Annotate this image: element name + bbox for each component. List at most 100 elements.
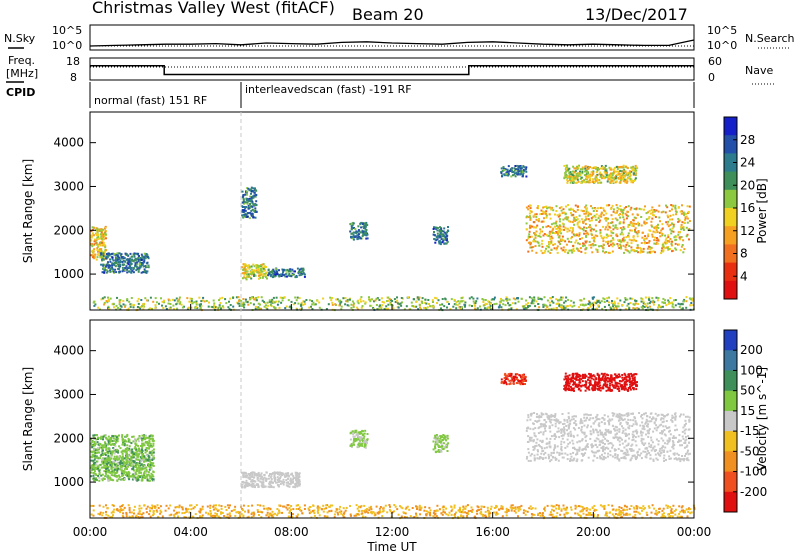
echo-cell bbox=[105, 249, 107, 251]
echo-cell bbox=[605, 165, 607, 167]
echo-cell bbox=[533, 221, 535, 223]
echo-cell bbox=[132, 468, 134, 470]
echo-cell bbox=[591, 217, 593, 219]
echo-cell bbox=[465, 506, 467, 508]
echo-cell bbox=[620, 177, 622, 179]
echo-cell bbox=[607, 241, 609, 243]
echo-cell bbox=[558, 236, 560, 238]
echo-cell bbox=[261, 296, 263, 298]
echo-cell bbox=[104, 246, 106, 248]
echo-cell bbox=[631, 298, 633, 300]
echo-cell bbox=[559, 224, 561, 226]
echo-cell bbox=[572, 171, 574, 173]
echo-cell bbox=[639, 252, 641, 254]
echo-cell bbox=[570, 171, 572, 173]
echo-cell bbox=[383, 507, 385, 509]
echo-cell bbox=[274, 272, 276, 274]
freq-tick-high: 18 bbox=[66, 55, 80, 68]
echo-cell bbox=[273, 297, 275, 299]
echo-cell bbox=[125, 253, 127, 255]
echo-cell bbox=[627, 250, 629, 252]
echo-cell bbox=[108, 457, 110, 459]
echo-cell bbox=[646, 238, 648, 240]
echo-cell bbox=[630, 207, 632, 209]
echo-cell bbox=[622, 239, 624, 241]
echo-cell bbox=[269, 486, 271, 488]
echo-cell bbox=[596, 219, 598, 221]
echo-cell bbox=[572, 228, 574, 230]
echo-cell bbox=[667, 221, 669, 223]
echo-cell bbox=[485, 299, 487, 301]
echo-cell bbox=[230, 304, 232, 306]
echo-cell bbox=[119, 476, 121, 478]
echo-cell bbox=[263, 474, 265, 476]
echo-cell bbox=[258, 514, 260, 516]
echo-cell bbox=[464, 302, 466, 304]
echo-cell bbox=[640, 297, 642, 299]
echo-cell bbox=[665, 505, 667, 507]
echo-cell bbox=[204, 300, 206, 302]
echo-cell bbox=[629, 174, 631, 176]
echo-cell bbox=[427, 299, 429, 301]
echo-cell bbox=[268, 269, 270, 271]
echo-cell bbox=[350, 307, 352, 309]
echo-cell bbox=[124, 304, 126, 306]
echo-cell bbox=[280, 473, 282, 475]
echo-cell bbox=[577, 175, 579, 177]
echo-cell bbox=[99, 248, 101, 250]
echo-cell bbox=[669, 210, 671, 212]
echo-cell bbox=[620, 233, 622, 235]
echo-cell bbox=[579, 238, 581, 240]
echo-cell bbox=[297, 268, 299, 270]
echo-cell bbox=[440, 243, 442, 245]
echo-cell bbox=[357, 300, 359, 302]
echo-cell bbox=[169, 307, 171, 309]
echo-cell bbox=[570, 506, 572, 508]
echo-cell bbox=[585, 223, 587, 225]
echo-cell bbox=[681, 236, 683, 238]
echo-cell bbox=[276, 482, 278, 484]
echo-cell bbox=[291, 301, 293, 303]
echo-cell bbox=[565, 213, 567, 215]
echo-cell bbox=[623, 167, 625, 169]
echo-cell bbox=[657, 227, 659, 229]
echo-cell bbox=[288, 273, 290, 275]
echo-cell bbox=[610, 208, 612, 210]
echo-cell bbox=[244, 215, 246, 217]
echo-cell bbox=[95, 443, 97, 445]
echo-cell bbox=[116, 458, 118, 460]
echo-cell bbox=[573, 250, 575, 252]
echo-cell bbox=[577, 179, 579, 181]
echo-cell bbox=[91, 466, 93, 468]
echo-cell bbox=[213, 509, 215, 511]
echo-cell bbox=[97, 307, 99, 309]
echo-cell bbox=[485, 303, 487, 305]
echo-cell bbox=[566, 231, 568, 233]
echo-cell bbox=[628, 245, 630, 247]
echo-cell bbox=[451, 514, 453, 516]
echo-cell bbox=[575, 182, 577, 184]
echo-cell bbox=[608, 226, 610, 228]
echo-cell bbox=[664, 235, 666, 237]
echo-cell bbox=[511, 171, 513, 173]
echo-cell bbox=[283, 274, 285, 276]
echo-cell bbox=[667, 247, 669, 249]
echo-cell bbox=[590, 175, 592, 177]
echo-cell bbox=[112, 443, 114, 445]
echo-cell bbox=[673, 236, 675, 238]
echo-cell bbox=[93, 467, 95, 469]
power-colorbar-swatch bbox=[724, 263, 737, 282]
echo-cell bbox=[500, 298, 502, 300]
echo-cell bbox=[121, 261, 123, 263]
echo-cell bbox=[337, 512, 339, 514]
echo-cell bbox=[434, 297, 436, 299]
echo-cell bbox=[139, 260, 141, 262]
echo-cell bbox=[623, 237, 625, 239]
echo-cell bbox=[503, 166, 505, 168]
echo-cell bbox=[512, 302, 514, 304]
echo-cell bbox=[575, 205, 577, 207]
echo-cell bbox=[93, 227, 95, 229]
echo-cell bbox=[590, 205, 592, 207]
echo-cell bbox=[359, 223, 361, 225]
echo-cell bbox=[686, 235, 688, 237]
